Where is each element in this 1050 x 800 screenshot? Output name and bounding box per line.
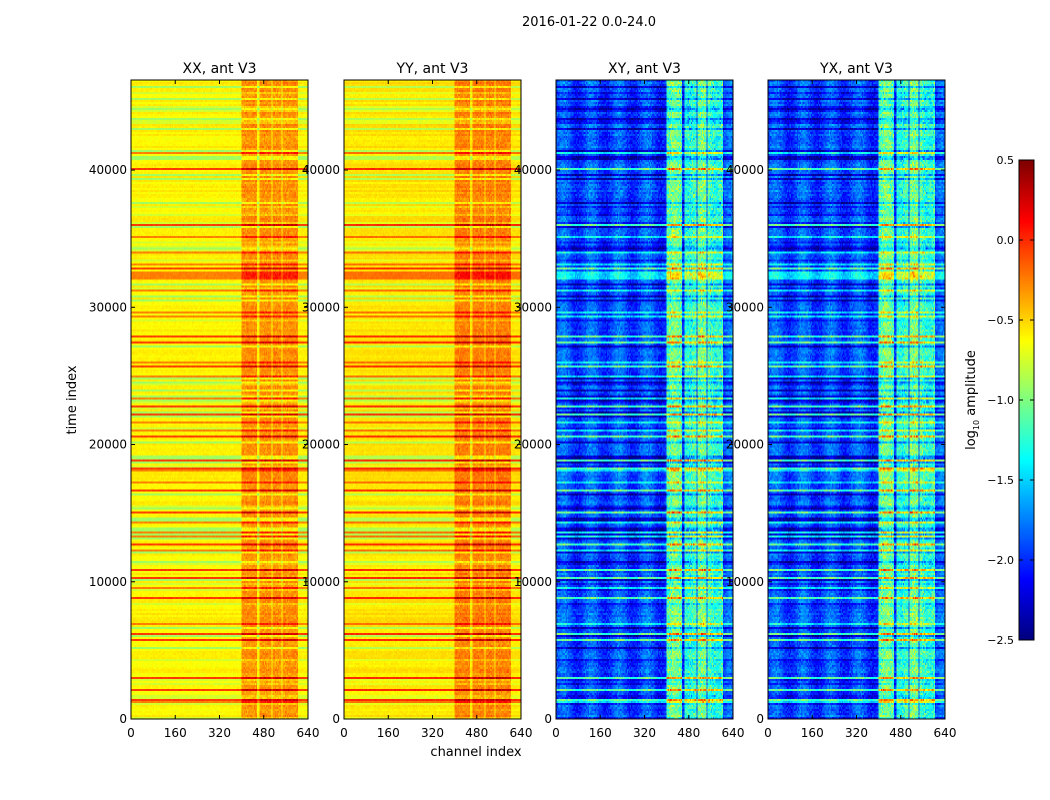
y-tick-label: 30000 — [726, 300, 764, 314]
colorbar-tick-label: −1.5 — [987, 474, 1014, 487]
panel-frame — [343, 79, 522, 720]
x-tick-label: 480 — [252, 726, 275, 740]
x-tick-label: 160 — [164, 726, 187, 740]
x-tick-label: 160 — [589, 726, 612, 740]
y-tick-label: 10000 — [514, 575, 552, 589]
y-tick-label: 0 — [756, 712, 764, 726]
heatmap-xx — [131, 80, 308, 719]
x-tick-label: 480 — [465, 726, 488, 740]
y-tick-label: 10000 — [726, 575, 764, 589]
colorbar-tick-label: −2.0 — [987, 554, 1014, 567]
colorbar-label-rest: amplitude — [964, 350, 979, 420]
colorbar-tick-label: −0.5 — [987, 314, 1014, 327]
y-tick-label: 0 — [332, 712, 340, 726]
y-tick-label: 20000 — [302, 438, 340, 452]
y-tick-label: 20000 — [89, 438, 127, 452]
y-axis-label: time index — [65, 365, 80, 434]
panel-frame — [555, 79, 734, 720]
x-tick-label: 0 — [340, 726, 348, 740]
y-tick-label: 40000 — [514, 163, 552, 177]
heatmap-yy — [344, 80, 521, 719]
y-tick-label: 0 — [119, 712, 127, 726]
x-tick-label: 480 — [677, 726, 700, 740]
y-tick-label: 30000 — [514, 300, 552, 314]
suptitle: 2016-01-22 0.0-24.0 — [522, 15, 656, 30]
colorbar-label: log10 amplitude — [964, 350, 981, 450]
panel-title: YY, ant V3 — [396, 61, 469, 77]
x-axis-label: channel index — [430, 745, 521, 760]
x-tick-label: 0 — [764, 726, 772, 740]
colorbar-label-main: log — [964, 430, 979, 450]
heatmap-yx — [768, 80, 945, 719]
x-tick-label: 320 — [208, 726, 231, 740]
colorbar-tick-label: −1.0 — [987, 394, 1014, 407]
panel-title: YX, ant V3 — [819, 61, 893, 77]
x-tick-label: 160 — [377, 726, 400, 740]
y-tick-label: 40000 — [302, 163, 340, 177]
x-tick-label: 640 — [722, 726, 745, 740]
x-tick-label: 320 — [845, 726, 868, 740]
x-tick-label: 320 — [633, 726, 656, 740]
colorbar — [1019, 160, 1034, 640]
y-tick-label: 40000 — [89, 163, 127, 177]
colorbar-tick-label: 0.0 — [997, 234, 1015, 247]
panel-title: XY, ant V3 — [608, 61, 681, 77]
colorbar-label-sub: 10 — [972, 420, 981, 430]
x-tick-label: 160 — [801, 726, 824, 740]
x-tick-label: 480 — [889, 726, 912, 740]
panel-title: XX, ant V3 — [183, 61, 257, 77]
panel-frame — [130, 79, 309, 720]
colorbar-tick-label: 0.5 — [997, 154, 1015, 167]
x-tick-label: 640 — [510, 726, 533, 740]
x-tick-label: 640 — [934, 726, 957, 740]
x-tick-label: 640 — [297, 726, 320, 740]
y-tick-label: 0 — [544, 712, 552, 726]
y-tick-label: 20000 — [514, 438, 552, 452]
x-tick-label: 320 — [421, 726, 444, 740]
x-tick-label: 0 — [127, 726, 135, 740]
y-tick-label: 20000 — [726, 438, 764, 452]
panel-frame — [767, 79, 946, 720]
colorbar-tick-label: −2.5 — [987, 634, 1014, 647]
y-tick-label: 10000 — [89, 575, 127, 589]
y-tick-label: 30000 — [302, 300, 340, 314]
y-tick-label: 40000 — [726, 163, 764, 177]
heatmap-xy — [556, 80, 733, 719]
y-tick-label: 10000 — [302, 575, 340, 589]
x-tick-label: 0 — [552, 726, 560, 740]
y-tick-label: 30000 — [89, 300, 127, 314]
